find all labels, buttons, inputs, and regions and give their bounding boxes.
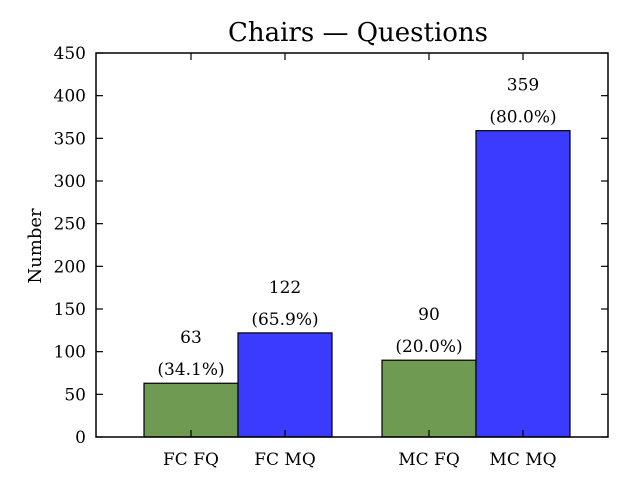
y-tick-label: 250 (54, 215, 86, 235)
bar-value-label: 63 (180, 328, 202, 348)
bar-percent-label: (20.0%) (395, 337, 462, 357)
bar-percent-label: (34.1%) (157, 360, 224, 380)
y-tick-label: 300 (54, 172, 86, 192)
y-tick-label: 200 (54, 257, 86, 277)
plot-frame (95, 52, 609, 438)
bar-value-label: 359 (507, 76, 539, 96)
bar (381, 359, 477, 438)
y-tick-label: 400 (54, 87, 86, 107)
x-tick-label: MC MQ (489, 450, 556, 470)
y-tick-label: 350 (54, 129, 86, 149)
plot-area: 0 50 100 150 200 250 300 350 400 450 63 (34.1%) FC F… (54, 44, 608, 470)
bar-percent-label: (65.9%) (251, 310, 318, 330)
bar (475, 130, 571, 438)
bar-percent-label: (80.0%) (489, 108, 556, 128)
y-tick-label: 50 (64, 385, 86, 405)
bar (237, 332, 333, 438)
y-axis-label: Number (25, 208, 46, 284)
y-tick-label: 450 (54, 44, 86, 64)
y-tick-label: 150 (54, 300, 86, 320)
x-tick-label: FC FQ (163, 450, 219, 470)
x-tick-label: FC MQ (254, 450, 316, 470)
bar-value-label: 90 (418, 305, 440, 325)
bar-value-label: 122 (269, 278, 301, 298)
chart-title: Chairs — Questions (228, 18, 488, 48)
x-tick-label: MC FQ (398, 450, 460, 470)
y-tick-label: 0 (75, 428, 86, 448)
bar (143, 382, 239, 438)
y-tick-label: 100 (54, 343, 86, 363)
